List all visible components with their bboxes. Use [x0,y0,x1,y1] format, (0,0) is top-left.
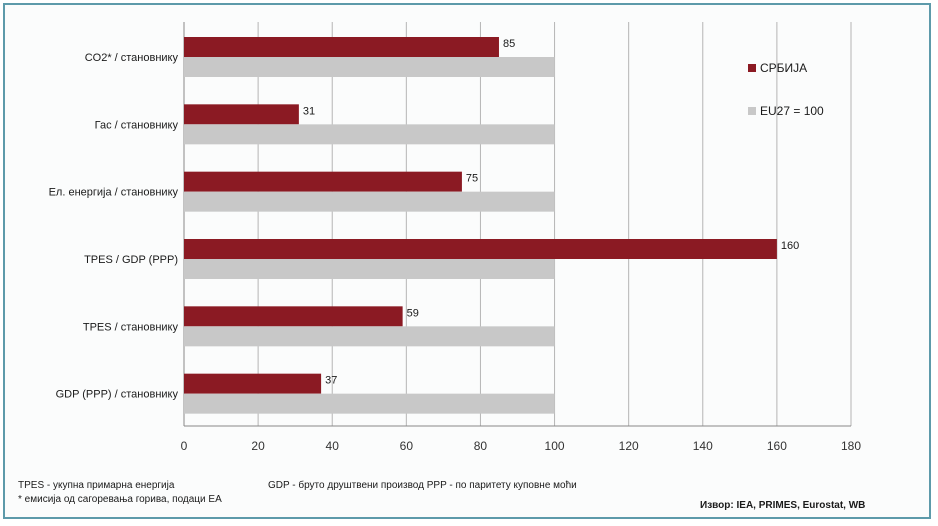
source-note: Извор: IEA, PRIMES, Eurostat, WB [700,500,866,511]
bar [184,259,555,279]
legend-label: EU27 = 100 [760,104,824,118]
x-tick-label: 60 [400,439,414,453]
data-label: 160 [781,240,799,252]
bar [184,393,555,414]
x-tick-label: 80 [474,439,488,453]
data-label: 59 [407,307,419,319]
bar [184,239,777,259]
legend-label: СРБИЈА [760,61,807,75]
bar [184,171,462,192]
bar [184,191,555,212]
category-label: Гас / становнику [95,119,179,131]
footnote-tpes: TPES - укупна примарна енергија [18,480,175,491]
data-label: 31 [303,105,315,117]
x-tick-label: 0 [181,439,188,453]
footnote-emissions: * емисија од сагоревања горива, подаци Е… [18,494,222,505]
bar [184,124,555,145]
data-label: 37 [325,375,337,387]
bar [184,37,499,57]
bar [184,373,322,394]
x-tick-label: 160 [767,439,787,453]
footnote-gdp-ppp: GDP - бруто друштвени производ PPP - по … [268,480,577,491]
category-label: CO2* / становнику [85,52,179,64]
bar [184,306,403,327]
x-tick-label: 180 [841,439,861,453]
x-tick-label: 40 [326,439,340,453]
category-label: TPES / GDP (PPP) [84,254,178,266]
bar [184,104,299,125]
x-tick-label: 100 [545,439,565,453]
category-label: GDP (PPP) / становнику [56,389,179,401]
legend-swatch [748,107,756,115]
category-label: TPES / становнику [83,321,179,333]
data-label: 75 [466,173,478,185]
bar [184,326,555,347]
x-tick-label: 20 [251,439,265,453]
x-tick-label: 120 [619,439,639,453]
x-tick-label: 140 [693,439,713,453]
legend-swatch [748,64,756,72]
data-label: 85 [503,38,515,50]
category-label: Ел. енергија / становнику [49,187,179,199]
bar [184,57,555,77]
